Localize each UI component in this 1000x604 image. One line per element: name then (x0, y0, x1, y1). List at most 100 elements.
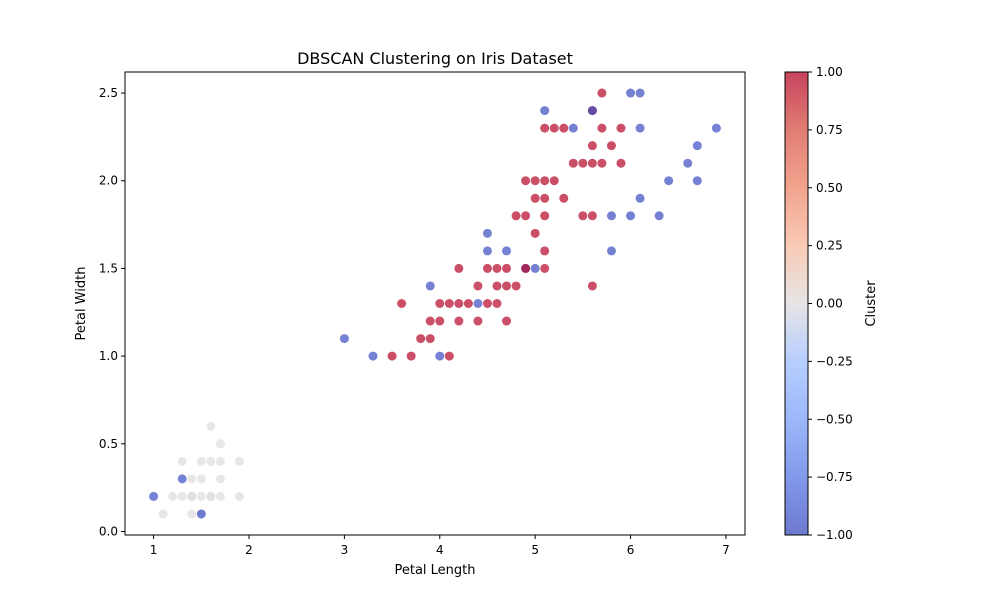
data-point (540, 263, 550, 273)
data-point (635, 88, 645, 98)
data-point (606, 211, 616, 221)
data-point (540, 123, 550, 133)
data-point (177, 456, 187, 466)
data-point (482, 228, 492, 238)
data-point (215, 474, 225, 484)
data-point (492, 281, 502, 291)
data-point (711, 123, 721, 133)
data-point (416, 334, 426, 344)
data-point (196, 474, 206, 484)
colorbar-tick-label: −0.75 (816, 470, 853, 484)
data-point (597, 88, 607, 98)
data-point (397, 299, 407, 308)
data-point (482, 246, 492, 256)
data-point (454, 316, 464, 326)
data-point (587, 106, 597, 116)
data-point (482, 263, 492, 273)
data-point (492, 299, 502, 308)
data-point (616, 158, 626, 168)
data-point (234, 491, 244, 501)
data-point (521, 263, 531, 273)
data-point (206, 421, 216, 431)
x-tick-label: 3 (341, 543, 349, 557)
x-tick-label: 2 (245, 543, 253, 557)
data-point (368, 351, 378, 361)
x-tick-label: 4 (436, 543, 444, 557)
y-tick-label: 2.0 (99, 174, 118, 188)
data-point (578, 211, 588, 221)
x-tick-label: 1 (150, 543, 158, 557)
colorbar-tick-label: 0.00 (816, 297, 843, 311)
data-point (444, 299, 454, 308)
data-point (196, 491, 206, 501)
data-point (492, 263, 502, 273)
data-point (654, 211, 664, 221)
data-point (206, 456, 216, 466)
data-point (215, 491, 225, 501)
data-point (187, 491, 197, 501)
data-point (435, 299, 445, 308)
data-point (168, 491, 178, 501)
y-axis: 0.0 0.5 1.0 1.5 2.0 2.5 (99, 86, 125, 538)
data-point (511, 211, 521, 221)
data-point (473, 299, 483, 308)
data-point (435, 351, 445, 361)
colorbar-tick-label: −0.25 (816, 354, 853, 368)
data-point (425, 281, 435, 291)
data-point (692, 141, 702, 151)
data-point (530, 263, 540, 273)
data-point (540, 211, 550, 221)
data-point (149, 491, 159, 501)
data-point (683, 158, 693, 168)
data-point (587, 141, 597, 151)
data-point (425, 334, 435, 344)
data-point (425, 316, 435, 326)
chart-title: DBSCAN Clustering on Iris Dataset (297, 49, 573, 68)
colorbar-tick-label: 0.50 (816, 181, 843, 195)
y-tick-label: 0.5 (99, 437, 118, 451)
data-point (692, 176, 702, 186)
data-point (196, 456, 206, 466)
colorbar-tick-label: 1.00 (816, 65, 843, 79)
data-point (549, 176, 559, 186)
y-tick-label: 0.0 (99, 524, 118, 538)
data-point (502, 246, 512, 256)
data-point (215, 456, 225, 466)
y-tick-label: 1.5 (99, 261, 118, 275)
colorbar (784, 71, 809, 536)
data-point (587, 158, 597, 168)
data-point (587, 281, 597, 291)
data-point (521, 176, 531, 186)
x-tick-label: 7 (722, 543, 730, 557)
data-point (502, 316, 512, 326)
data-point (511, 281, 521, 291)
colorbar-tick-label: −0.50 (816, 412, 853, 426)
y-axis-label: Petal Width (74, 267, 89, 341)
data-point (473, 316, 483, 326)
data-point (530, 176, 540, 186)
data-point (606, 246, 616, 256)
x-tick-label: 6 (627, 543, 635, 557)
data-point (158, 509, 168, 519)
data-point (521, 211, 531, 221)
data-point (597, 158, 607, 168)
data-point (616, 123, 626, 133)
scatter-points (149, 88, 721, 519)
data-point (568, 123, 578, 133)
data-point (540, 246, 550, 256)
data-point (530, 193, 540, 203)
data-point (549, 123, 559, 133)
y-tick-label: 1.0 (99, 349, 118, 363)
x-axis: 1 2 3 4 5 6 7 (150, 535, 730, 557)
x-tick-label: 5 (531, 543, 539, 557)
data-point (635, 193, 645, 203)
colorbar-label: Cluster (864, 280, 879, 327)
data-point (540, 176, 550, 186)
colorbar-tick-label: 0.75 (816, 123, 843, 137)
data-point (234, 456, 244, 466)
data-point (473, 281, 483, 291)
data-point (444, 351, 454, 361)
data-point (626, 211, 636, 221)
data-point (502, 263, 512, 273)
